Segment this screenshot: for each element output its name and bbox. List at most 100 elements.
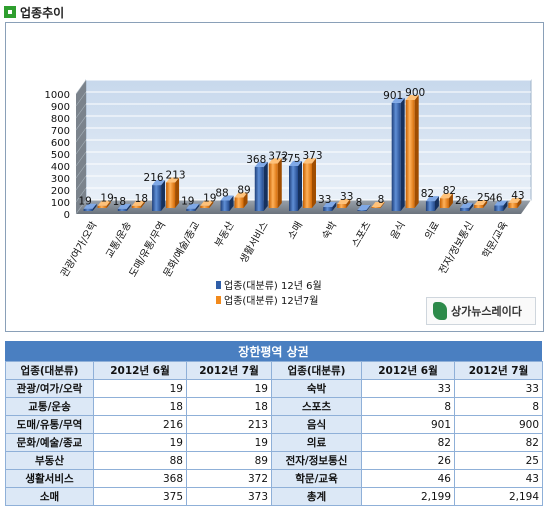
table-cell-value: 8: [361, 397, 455, 416]
data-table: 업종(대분류) 2012년 6월 2012년 7월 업종(대분류) 2012년 …: [5, 361, 543, 506]
table-cell-value: 43: [454, 469, 543, 488]
bar-june: [83, 208, 93, 211]
table-cell-value: 33: [454, 379, 543, 398]
table-cell-category: 생활서비스: [5, 469, 94, 488]
table-cell-category: 스포츠: [271, 397, 362, 416]
bar-june-side: [434, 196, 439, 211]
x-tick-label: 교통/운송: [103, 220, 133, 261]
data-label: 18: [113, 196, 126, 208]
table-cell-value: 19: [186, 379, 272, 398]
y-tick-label: 400: [51, 162, 70, 173]
bar-june-side: [503, 200, 508, 211]
gridline-side: [75, 139, 87, 155]
table-cell-value: 33: [361, 379, 455, 398]
data-label: 33: [318, 194, 331, 206]
bar-july-side: [209, 200, 214, 208]
bar-july-top: [303, 158, 316, 164]
bar-july-top: [474, 200, 488, 205]
bar-july-top: [405, 95, 419, 100]
table-cell-value: 89: [186, 451, 272, 470]
bar-july-top: [200, 200, 214, 206]
bar-july: [474, 205, 484, 208]
bar-july-side: [243, 192, 248, 208]
y-tick-label: 600: [51, 138, 70, 149]
y-tick-label: 0: [64, 210, 70, 221]
data-label: 43: [511, 190, 524, 202]
table-row: 교통/운송 18 18 스포츠 8 8: [5, 397, 543, 416]
y-tick-label: 500: [51, 150, 70, 161]
table-cell-value: 19: [93, 379, 187, 398]
table-cell-value: 2,194: [454, 487, 543, 506]
table-cell-value: 82: [361, 433, 455, 452]
table-row: 부동산 88 89 전자/정보통신 26 25: [5, 451, 543, 470]
bar-june-side: [126, 203, 131, 211]
bar-june-side: [161, 180, 166, 211]
bar-july-side: [140, 200, 145, 208]
x-tick-label: 스포츠: [349, 220, 373, 250]
gridline-side: [75, 199, 87, 215]
bar-july: [234, 197, 244, 208]
bar-june-top: [83, 203, 97, 209]
watermark-logo: 상가뉴스레이다: [426, 297, 536, 325]
data-label: 901: [383, 90, 403, 102]
table-cell-value: 2,199: [361, 487, 455, 506]
table-cell-value: 26: [361, 451, 455, 470]
y-tick-label: 900: [51, 102, 70, 113]
x-tick-label: 관광/여가/오락: [58, 220, 99, 280]
table-cell-value: 900: [454, 415, 543, 434]
data-label: 19: [181, 196, 194, 208]
bar-july-side: [106, 200, 111, 208]
bar-july-side: [346, 199, 351, 208]
col-header-june-left: 2012년 6월: [93, 361, 187, 380]
bar-june-side: [400, 97, 405, 211]
y-tick-label: 700: [51, 126, 70, 137]
col-header-category-left: 업종(대분류): [5, 361, 94, 380]
x-tick-label: 전자/정보통신: [437, 219, 477, 276]
y-tick-label: 800: [51, 114, 70, 125]
bar-july-side: [175, 177, 180, 208]
data-label: 33: [340, 191, 353, 203]
table-cell-value: 46: [361, 469, 455, 488]
table-cell-category: 문화/예술/종교: [5, 433, 94, 452]
table-cell-value: 901: [361, 415, 455, 434]
bar-july-top: [268, 158, 282, 164]
section-title: 업종추이: [4, 4, 64, 20]
gridline-side: [75, 163, 87, 179]
bar-july-top: [131, 200, 145, 206]
legend-item-june: 업종(대분류) 12년 6월: [216, 277, 322, 292]
col-header-june-right: 2012년 6월: [361, 361, 455, 380]
table-cell-value: 375: [93, 487, 187, 506]
data-label: 82: [443, 185, 456, 197]
bar-june-top: [152, 180, 166, 186]
table-row: 문화/예술/종교 19 19 의료 82 82: [5, 433, 543, 452]
bar-july: [405, 100, 415, 208]
chart-legend: 업종(대분류) 12년 6월 업종(대분류) 12년7월: [216, 277, 322, 307]
bar-july-side: [414, 95, 419, 208]
table-row: 생활서비스 368 372 학문/교육 46 43: [5, 469, 543, 488]
bar-july-top: [97, 200, 111, 206]
bar-june: [289, 166, 298, 211]
table-title: 장한평역 상권: [5, 341, 542, 361]
data-label: 18: [135, 193, 148, 205]
gridline-side: [75, 103, 87, 119]
bar-june-top: [117, 203, 131, 209]
bar-july: [337, 204, 347, 208]
y-tick-label: 100: [51, 198, 70, 209]
bar-june-side: [366, 205, 371, 211]
bar-june-top: [220, 195, 234, 201]
table-cell-value: 18: [93, 397, 187, 416]
bar-june-top: [186, 203, 200, 209]
data-label: 375: [280, 153, 300, 165]
x-tick-label: 음식: [388, 220, 408, 242]
x-tick-label: 숙박: [320, 220, 340, 242]
gridline-side: [75, 91, 87, 107]
bar-june-top: [391, 97, 405, 103]
bar-june-side: [298, 161, 302, 211]
table-row: 소매 375 373 총계 2,199 2,194: [5, 487, 543, 506]
data-label: 216: [144, 172, 164, 184]
gridline-side: [75, 187, 87, 203]
data-label: 8: [356, 197, 363, 209]
table-cell-value: 8: [454, 397, 543, 416]
bar-july-side: [517, 197, 522, 208]
